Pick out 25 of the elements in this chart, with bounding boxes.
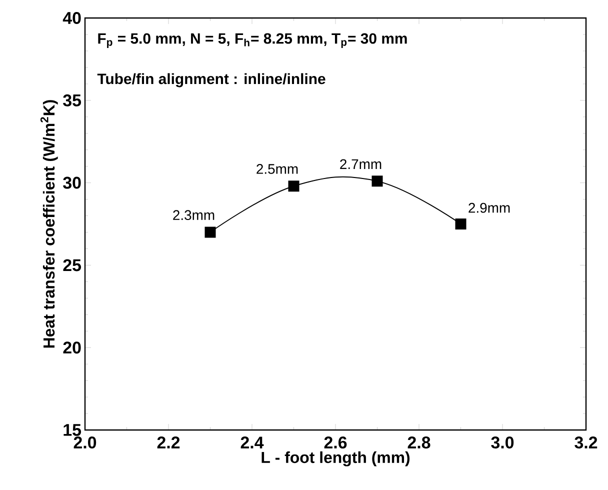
- x-tick-label: 3.2: [574, 436, 598, 449]
- x-tick-label: 2.4: [240, 436, 264, 448]
- annotation: 2.3mm: [173, 210, 214, 220]
- y-tick-label: 30: [63, 176, 81, 189]
- x-tick-label: 2.0: [74, 436, 96, 449]
- annotation: 2.9mm: [468, 202, 510, 213]
- point: [204, 226, 216, 238]
- x-tick-label: 2.2: [157, 436, 180, 448]
- annotation: 2.5mm: [256, 164, 298, 174]
- x-tick-label: 2.6: [324, 436, 347, 449]
- y-tick-label: 20: [63, 342, 81, 354]
- point: [455, 218, 466, 230]
- annotation: F$_{p}$ = 5.0 mm, N = 5, F$_{h}$= 8.25 mm, T$_{p}$= 30 mm: [98, 33, 407, 48]
- y-tick-label: 15: [64, 424, 82, 436]
- x-tick-label: 3.0: [491, 436, 514, 449]
- x-tick-label: 2.8: [408, 436, 430, 449]
- annotation: Tube/fin alignment : inline/inline: [97, 73, 326, 88]
- point: [372, 176, 383, 187]
- annotation: 2.7mm: [340, 159, 382, 169]
- y-tick-label: 40: [62, 12, 81, 24]
- y-axis-title: Heat transfer coefficient (W/m$^{2}$K): [40, 100, 58, 348]
- y-tick-label: 35: [63, 94, 82, 106]
- y-tick-label: 25: [63, 259, 82, 272]
- point: [288, 180, 300, 192]
- x-axis-title: L - foot length (mm): [262, 451, 410, 466]
